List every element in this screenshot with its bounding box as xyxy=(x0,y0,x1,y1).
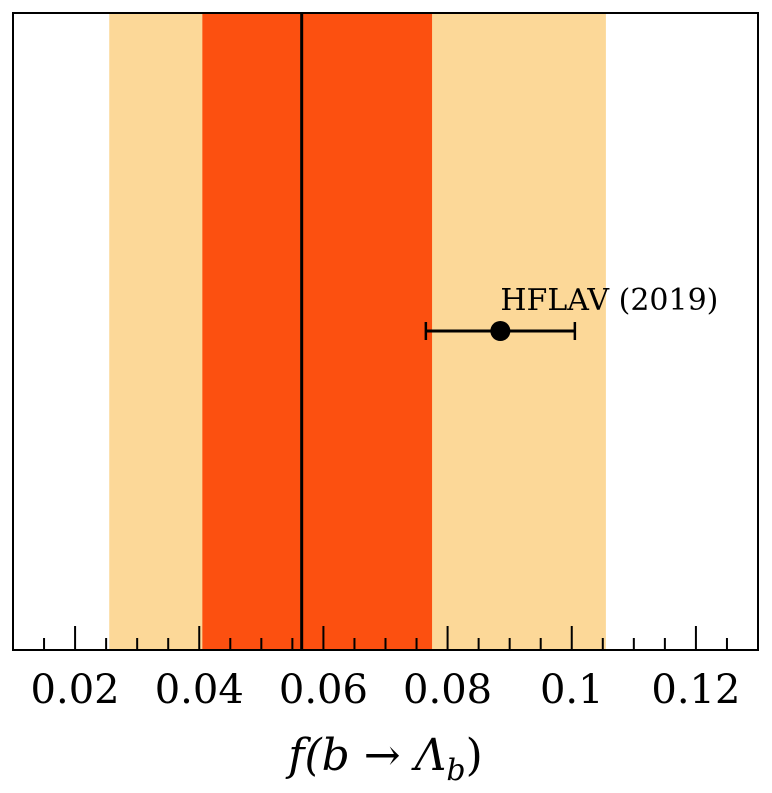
x-tick-label: 0.08 xyxy=(403,667,492,713)
data-point-group: HFLAV (2019) xyxy=(424,283,718,341)
ticks-group xyxy=(12,626,759,650)
x-axis-label: f(b → Λb) xyxy=(285,730,483,788)
data-point-label: HFLAV (2019) xyxy=(500,283,718,318)
x-tick-label: 0.02 xyxy=(31,667,120,713)
tick-labels-group: 0.02 0.04 0.06 0.08 0.1 0.12 xyxy=(31,667,741,713)
inner-band xyxy=(202,13,433,650)
data-point-marker xyxy=(490,321,511,341)
x-tick-label: 0.04 xyxy=(155,667,244,713)
x-tick-label: 0.06 xyxy=(279,667,368,713)
data-points-group: HFLAV (2019) xyxy=(424,283,718,341)
x-tick-label: 0.1 xyxy=(540,667,604,713)
plot-frame xyxy=(12,12,759,651)
x-tick-label: 0.12 xyxy=(651,667,740,713)
